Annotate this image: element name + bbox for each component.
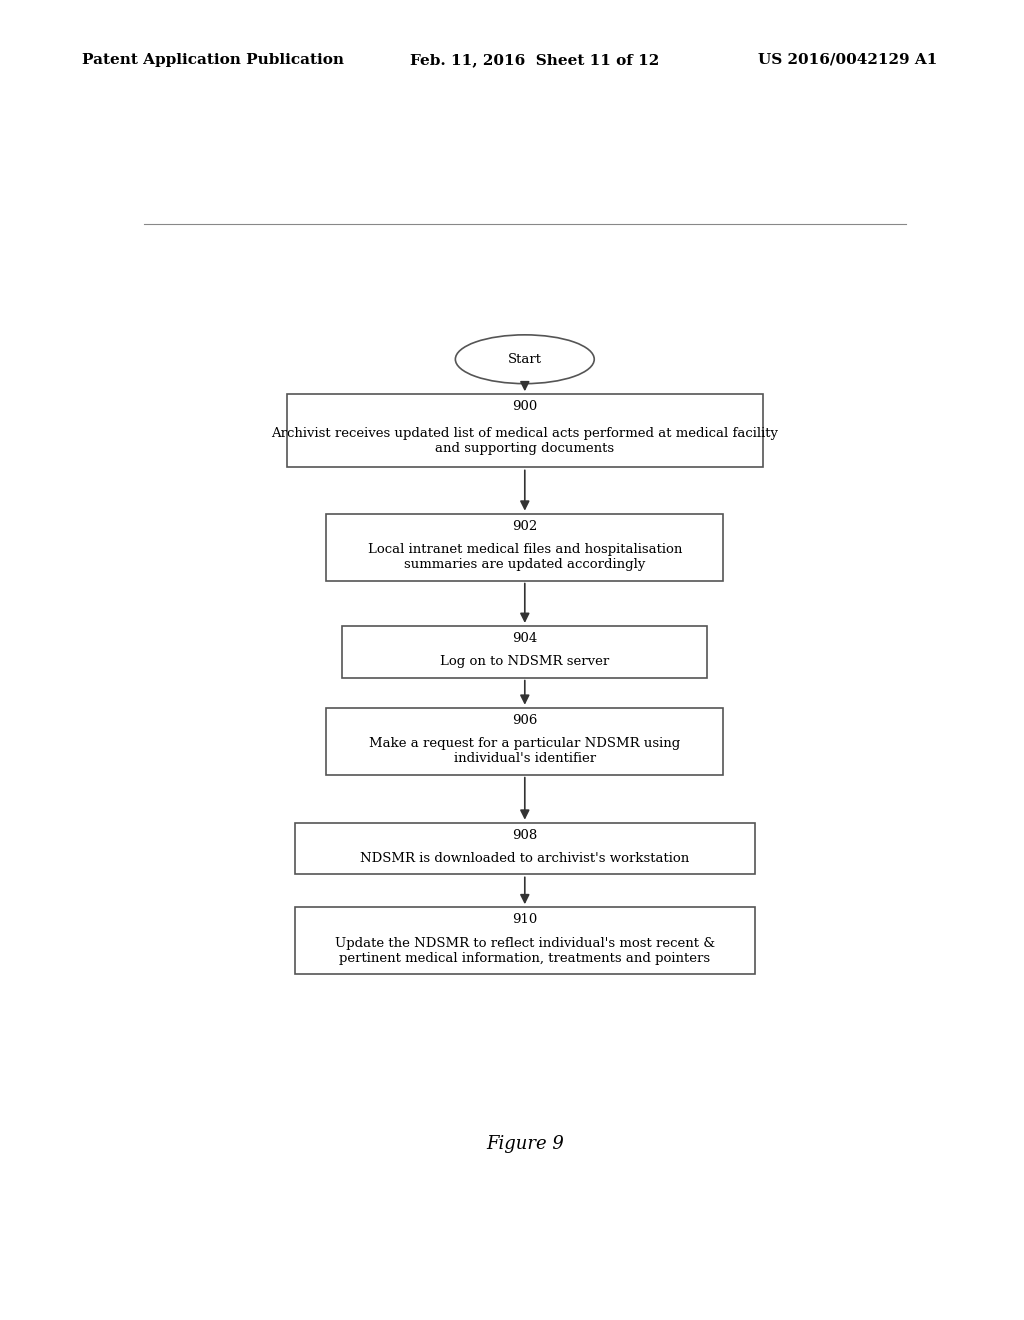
Text: Update the NDSMR to reflect individual's most recent &
pertinent medical informa: Update the NDSMR to reflect individual's…: [335, 937, 715, 965]
Text: Feb. 11, 2016  Sheet 11 of 12: Feb. 11, 2016 Sheet 11 of 12: [410, 53, 658, 67]
Text: US 2016/0042129 A1: US 2016/0042129 A1: [758, 53, 937, 67]
Text: 910: 910: [512, 913, 538, 927]
Text: 900: 900: [512, 400, 538, 413]
Text: Figure 9: Figure 9: [485, 1135, 564, 1154]
Text: 906: 906: [512, 714, 538, 727]
Text: NDSMR is downloaded to archivist's workstation: NDSMR is downloaded to archivist's works…: [360, 853, 689, 865]
Text: 904: 904: [512, 632, 538, 645]
Text: Local intranet medical files and hospitalisation
summaries are updated according: Local intranet medical files and hospita…: [368, 544, 682, 572]
Text: Start: Start: [508, 352, 542, 366]
Text: Log on to NDSMR server: Log on to NDSMR server: [440, 656, 609, 668]
Text: 902: 902: [512, 520, 538, 533]
Text: 908: 908: [512, 829, 538, 842]
Text: Make a request for a particular NDSMR using
individual's identifier: Make a request for a particular NDSMR us…: [370, 738, 680, 766]
Text: Archivist receives updated list of medical acts performed at medical facility
an: Archivist receives updated list of medic…: [271, 426, 778, 455]
Text: Patent Application Publication: Patent Application Publication: [82, 53, 344, 67]
